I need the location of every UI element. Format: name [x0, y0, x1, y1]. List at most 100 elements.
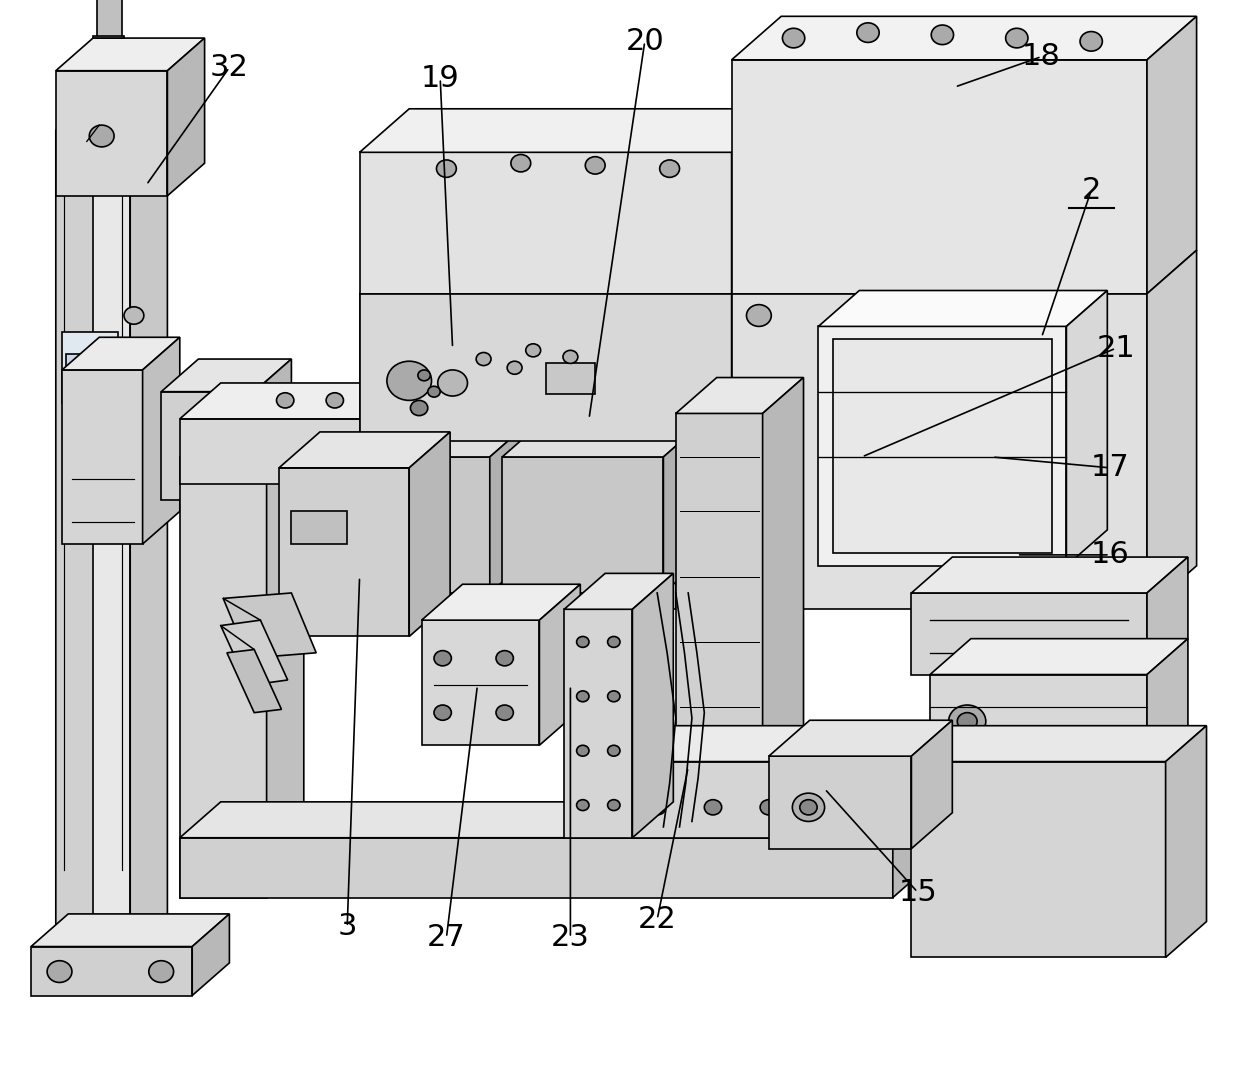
Polygon shape	[422, 584, 580, 620]
Polygon shape	[632, 762, 794, 838]
Circle shape	[949, 705, 986, 738]
Bar	[66, 354, 81, 375]
Circle shape	[608, 800, 620, 811]
Circle shape	[577, 800, 589, 811]
Circle shape	[124, 307, 144, 324]
Circle shape	[548, 298, 568, 316]
Polygon shape	[267, 424, 304, 898]
Circle shape	[760, 800, 777, 815]
Circle shape	[563, 350, 578, 363]
Bar	[291, 511, 347, 544]
Text: 21: 21	[1096, 334, 1136, 362]
Polygon shape	[360, 294, 676, 441]
Polygon shape	[732, 60, 1147, 294]
Polygon shape	[360, 109, 781, 152]
Text: 18: 18	[1022, 42, 1061, 71]
Polygon shape	[56, 131, 130, 957]
Polygon shape	[62, 370, 143, 544]
Polygon shape	[223, 593, 316, 658]
Circle shape	[957, 713, 977, 730]
Polygon shape	[676, 259, 715, 441]
Circle shape	[418, 370, 430, 381]
Circle shape	[577, 636, 589, 647]
Circle shape	[608, 691, 620, 702]
Text: 3: 3	[337, 913, 357, 941]
Polygon shape	[1147, 639, 1188, 762]
Circle shape	[649, 800, 666, 815]
Circle shape	[1006, 28, 1028, 48]
Polygon shape	[818, 290, 1107, 326]
Text: 23: 23	[551, 924, 590, 952]
Circle shape	[496, 651, 513, 666]
Text: 22: 22	[637, 905, 677, 934]
Text: 17: 17	[1090, 454, 1130, 482]
Polygon shape	[360, 294, 732, 441]
Circle shape	[463, 393, 480, 408]
Polygon shape	[632, 726, 835, 762]
Circle shape	[704, 800, 722, 815]
Polygon shape	[279, 432, 450, 468]
Polygon shape	[539, 584, 580, 745]
Polygon shape	[769, 756, 911, 849]
Circle shape	[436, 160, 456, 177]
Polygon shape	[221, 620, 288, 685]
Polygon shape	[1066, 290, 1107, 566]
Circle shape	[476, 353, 491, 366]
Circle shape	[434, 651, 451, 666]
Bar	[546, 363, 595, 394]
Circle shape	[931, 25, 954, 45]
Polygon shape	[180, 802, 934, 838]
Polygon shape	[56, 71, 167, 196]
Text: 19: 19	[420, 64, 460, 92]
Circle shape	[792, 793, 825, 821]
Polygon shape	[911, 762, 1166, 957]
Polygon shape	[31, 914, 229, 947]
Circle shape	[507, 361, 522, 374]
Polygon shape	[180, 383, 934, 419]
Polygon shape	[732, 294, 1147, 609]
Polygon shape	[1147, 250, 1197, 609]
Polygon shape	[180, 419, 893, 484]
Bar	[97, 0, 122, 38]
Polygon shape	[676, 406, 715, 609]
Polygon shape	[1147, 557, 1188, 675]
Polygon shape	[56, 98, 167, 131]
Text: 32: 32	[210, 53, 249, 82]
Polygon shape	[794, 726, 835, 838]
Polygon shape	[161, 359, 291, 392]
Text: 27: 27	[427, 924, 466, 952]
Polygon shape	[180, 424, 304, 457]
Polygon shape	[769, 720, 952, 756]
Polygon shape	[893, 802, 934, 898]
Polygon shape	[502, 424, 701, 457]
Circle shape	[800, 800, 817, 815]
Circle shape	[412, 301, 432, 319]
Polygon shape	[31, 947, 192, 996]
Polygon shape	[732, 250, 781, 441]
Polygon shape	[143, 337, 180, 544]
Polygon shape	[372, 424, 527, 457]
Circle shape	[537, 393, 554, 408]
Polygon shape	[180, 457, 267, 898]
Polygon shape	[56, 38, 205, 71]
Circle shape	[277, 393, 294, 408]
Text: 2: 2	[1081, 176, 1101, 205]
Polygon shape	[422, 620, 539, 745]
Circle shape	[585, 157, 605, 174]
Polygon shape	[180, 838, 893, 898]
Circle shape	[496, 705, 513, 720]
Circle shape	[438, 370, 467, 396]
Polygon shape	[732, 16, 1197, 60]
Polygon shape	[930, 675, 1147, 762]
Polygon shape	[490, 424, 527, 593]
Polygon shape	[911, 720, 952, 849]
Circle shape	[126, 342, 141, 355]
Circle shape	[611, 393, 629, 408]
Polygon shape	[676, 378, 804, 413]
Circle shape	[89, 125, 114, 147]
Polygon shape	[763, 378, 804, 838]
Polygon shape	[372, 457, 490, 593]
Circle shape	[1080, 32, 1102, 51]
Polygon shape	[911, 557, 1188, 593]
Polygon shape	[161, 392, 254, 500]
